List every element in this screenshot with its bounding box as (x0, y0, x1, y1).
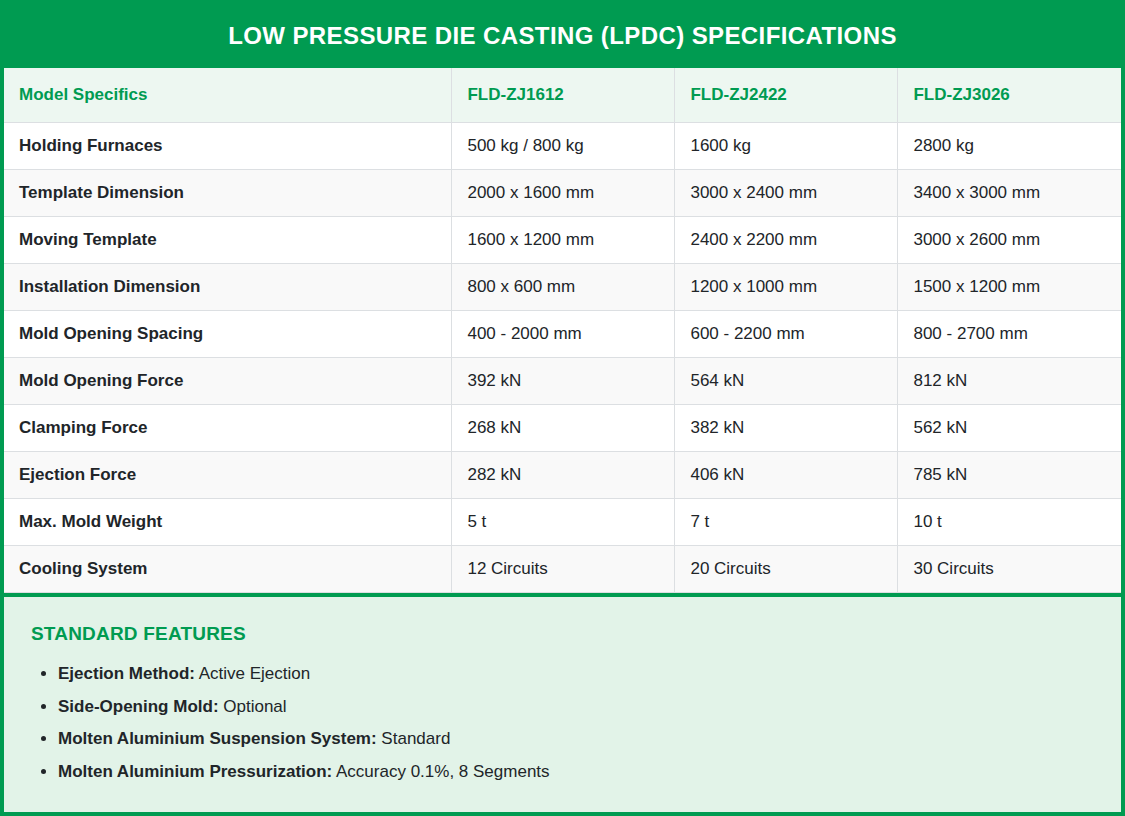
spec-row-label: Moving Template (4, 217, 452, 264)
spec-value-cell: 3000 x 2600 mm (898, 217, 1121, 264)
spec-table: Model Specifics FLD-ZJ1612 FLD-ZJ2422 FL… (4, 68, 1121, 593)
spec-row-label: Holding Furnaces (4, 123, 452, 170)
spec-value-cell: 812 kN (898, 358, 1121, 405)
table-row: Template Dimension2000 x 1600 mm3000 x 2… (4, 170, 1121, 217)
header-model-fld-zj3026: FLD-ZJ3026 (898, 68, 1121, 123)
feature-label: Molten Aluminium Pressurization: (58, 762, 332, 781)
spec-value-cell: 800 - 2700 mm (898, 311, 1121, 358)
spec-value-cell: 282 kN (452, 452, 675, 499)
spec-value-cell: 392 kN (452, 358, 675, 405)
standard-features-title: STANDARD FEATURES (31, 623, 1097, 645)
spec-value-cell: 1600 kg (675, 123, 898, 170)
header-model-fld-zj1612: FLD-ZJ1612 (452, 68, 675, 123)
feature-value: Standard (377, 729, 451, 748)
spec-row-label: Mold Opening Spacing (4, 311, 452, 358)
feature-item: Side-Opening Mold: Optional (58, 698, 1097, 717)
feature-item: Molten Aluminium Pressurization: Accurac… (58, 763, 1097, 782)
spec-value-cell: 382 kN (675, 405, 898, 452)
feature-value: Optional (219, 697, 287, 716)
spec-value-cell: 500 kg / 800 kg (452, 123, 675, 170)
spec-sheet-page: LOW PRESSURE DIE CASTING (LPDC) SPECIFIC… (0, 0, 1125, 816)
feature-item: Molten Aluminium Suspension System: Stan… (58, 730, 1097, 749)
standard-features-section: STANDARD FEATURES Ejection Method: Activ… (4, 593, 1121, 816)
feature-label: Molten Aluminium Suspension System: (58, 729, 377, 748)
spec-value-cell: 1600 x 1200 mm (452, 217, 675, 264)
spec-value-cell: 12 Circuits (452, 546, 675, 593)
table-row: Ejection Force282 kN406 kN785 kN (4, 452, 1121, 499)
spec-value-cell: 1200 x 1000 mm (675, 264, 898, 311)
spec-value-cell: 406 kN (675, 452, 898, 499)
spec-value-cell: 10 t (898, 499, 1121, 546)
spec-value-cell: 2000 x 1600 mm (452, 170, 675, 217)
spec-value-cell: 1500 x 1200 mm (898, 264, 1121, 311)
page-title: LOW PRESSURE DIE CASTING (LPDC) SPECIFIC… (228, 22, 897, 50)
spec-row-label: Clamping Force (4, 405, 452, 452)
spec-value-cell: 268 kN (452, 405, 675, 452)
header-row: Model Specifics FLD-ZJ1612 FLD-ZJ2422 FL… (4, 68, 1121, 123)
spec-value-cell: 800 x 600 mm (452, 264, 675, 311)
spec-value-cell: 600 - 2200 mm (675, 311, 898, 358)
header-model-specifics: Model Specifics (4, 68, 452, 123)
spec-value-cell: 2400 x 2200 mm (675, 217, 898, 264)
spec-value-cell: 7 t (675, 499, 898, 546)
spec-value-cell: 400 - 2000 mm (452, 311, 675, 358)
spec-table-body: Holding Furnaces500 kg / 800 kg1600 kg28… (4, 123, 1121, 593)
spec-row-label: Max. Mold Weight (4, 499, 452, 546)
table-row: Max. Mold Weight5 t7 t10 t (4, 499, 1121, 546)
table-row: Cooling System12 Circuits20 Circuits30 C… (4, 546, 1121, 593)
feature-label: Ejection Method: (58, 664, 195, 683)
spec-row-label: Ejection Force (4, 452, 452, 499)
spec-value-cell: 5 t (452, 499, 675, 546)
table-row: Mold Opening Spacing400 - 2000 mm600 - 2… (4, 311, 1121, 358)
table-row: Clamping Force268 kN382 kN562 kN (4, 405, 1121, 452)
spec-value-cell: 785 kN (898, 452, 1121, 499)
spec-value-cell: 562 kN (898, 405, 1121, 452)
spec-row-label: Template Dimension (4, 170, 452, 217)
spec-row-label: Mold Opening Force (4, 358, 452, 405)
table-row: Mold Opening Force392 kN564 kN812 kN (4, 358, 1121, 405)
spec-row-label: Installation Dimension (4, 264, 452, 311)
spec-value-cell: 2800 kg (898, 123, 1121, 170)
feature-value: Active Ejection (195, 664, 310, 683)
feature-item: Ejection Method: Active Ejection (58, 665, 1097, 684)
spec-row-label: Cooling System (4, 546, 452, 593)
features-list: Ejection Method: Active Ejection Side-Ope… (28, 665, 1097, 782)
spec-value-cell: 3000 x 2400 mm (675, 170, 898, 217)
spec-value-cell: 3400 x 3000 mm (898, 170, 1121, 217)
table-row: Holding Furnaces500 kg / 800 kg1600 kg28… (4, 123, 1121, 170)
spec-value-cell: 30 Circuits (898, 546, 1121, 593)
feature-label: Side-Opening Mold: (58, 697, 219, 716)
table-row: Moving Template1600 x 1200 mm2400 x 2200… (4, 217, 1121, 264)
spec-value-cell: 20 Circuits (675, 546, 898, 593)
feature-value: Accuracy 0.1%, 8 Segments (332, 762, 549, 781)
page-title-banner: LOW PRESSURE DIE CASTING (LPDC) SPECIFIC… (4, 4, 1121, 68)
spec-value-cell: 564 kN (675, 358, 898, 405)
table-row: Installation Dimension800 x 600 mm1200 x… (4, 264, 1121, 311)
header-model-fld-zj2422: FLD-ZJ2422 (675, 68, 898, 123)
spec-table-head: Model Specifics FLD-ZJ1612 FLD-ZJ2422 FL… (4, 68, 1121, 123)
